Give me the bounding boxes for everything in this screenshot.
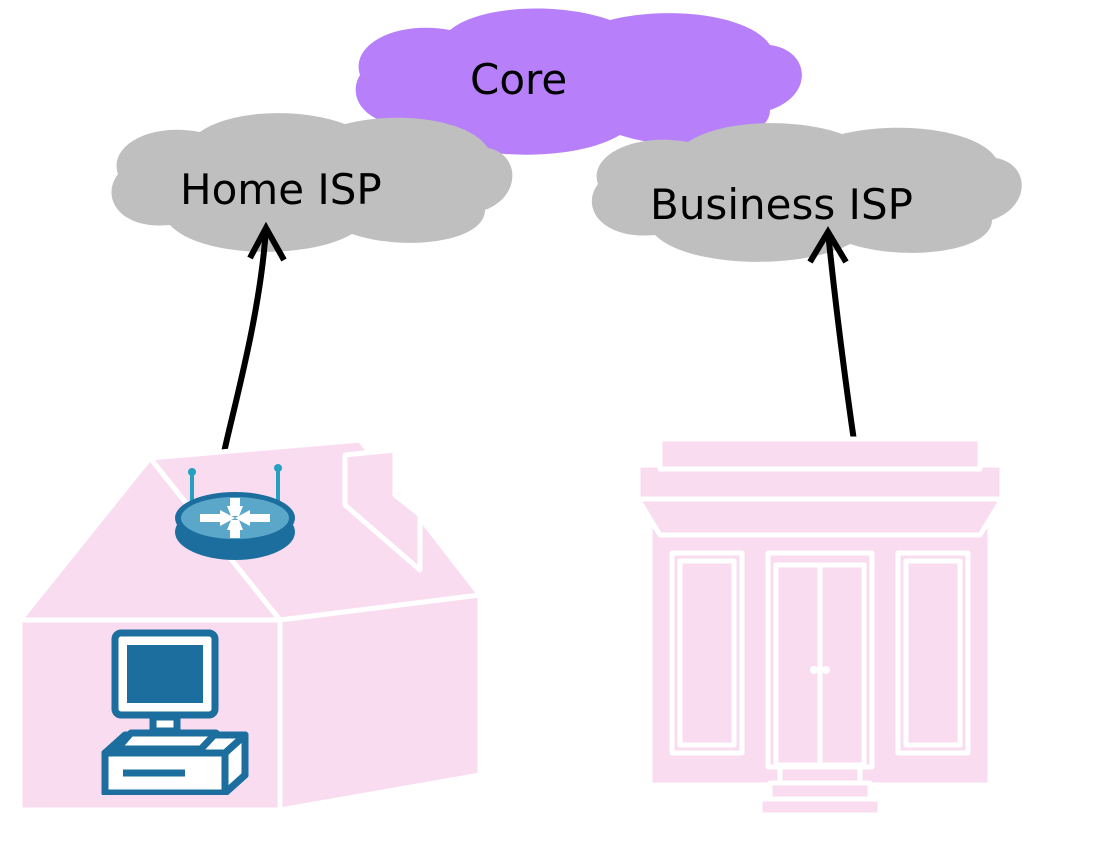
computer-icon <box>95 625 255 795</box>
cloud-home-label: Home ISP <box>180 165 382 214</box>
router-icon <box>170 460 300 580</box>
network-diagram: Core Home ISP Business ISP <box>0 0 1100 850</box>
business-building <box>620 435 1020 825</box>
house-wall-right <box>280 595 480 810</box>
cloud-core-label: Core <box>470 55 567 104</box>
cloud-business-label: Business ISP <box>650 180 913 229</box>
